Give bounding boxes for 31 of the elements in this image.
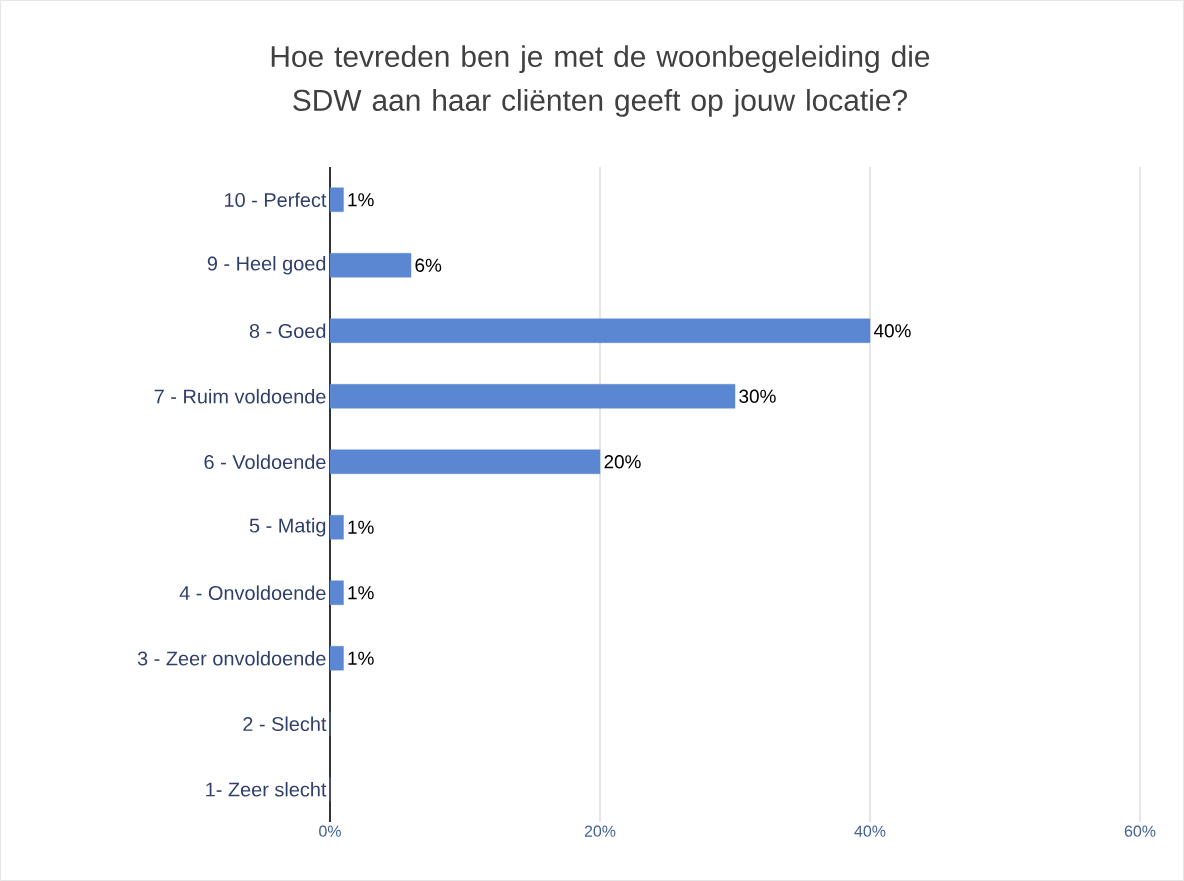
data-label: 1% xyxy=(348,520,374,534)
data-label: 40% xyxy=(873,324,911,338)
bar xyxy=(329,253,412,278)
x-tick-label: 0% xyxy=(319,825,341,837)
bar xyxy=(329,384,736,409)
x-tick-label: 40% xyxy=(854,825,886,837)
data-label: 1% xyxy=(348,193,374,207)
bar xyxy=(329,318,871,343)
bar xyxy=(329,580,344,605)
y-tick-label: 1- Zeer slecht xyxy=(206,781,327,797)
chart-title: Hoe tevreden ben je met de woonbegeleiding die SDW aan haar cliënten geeft op jouw locatie? xyxy=(271,45,930,117)
data-label: 20% xyxy=(604,455,641,469)
y-tick-label: 4 - Onvoldoende xyxy=(179,585,326,601)
bar xyxy=(329,187,344,212)
data-label: 6% xyxy=(415,258,442,272)
data-label: 1% xyxy=(348,586,374,600)
data-label: 1% xyxy=(348,651,374,665)
y-tick-label: 2 - Slecht xyxy=(243,716,327,732)
y-tick-label: 7 - Ruim voldoende xyxy=(154,388,326,404)
y-tick-label: 3 - Zeer onvoldoende xyxy=(137,650,326,666)
y-tick-label: 5 - Matig xyxy=(249,517,326,537)
bar xyxy=(329,515,344,540)
bar xyxy=(329,646,344,671)
y-tick-label: 10 - Perfect xyxy=(225,192,327,208)
y-tick-label: 9 - Heel goed xyxy=(207,255,326,275)
x-tick-label: 20% xyxy=(584,825,616,837)
y-tick-label: 8 - Goed xyxy=(249,323,326,339)
y-tick-label: 6 - Voldoende xyxy=(204,454,326,470)
x-tick-label: 60% xyxy=(1124,825,1156,837)
data-label: 30% xyxy=(739,389,776,403)
bar xyxy=(329,449,601,474)
